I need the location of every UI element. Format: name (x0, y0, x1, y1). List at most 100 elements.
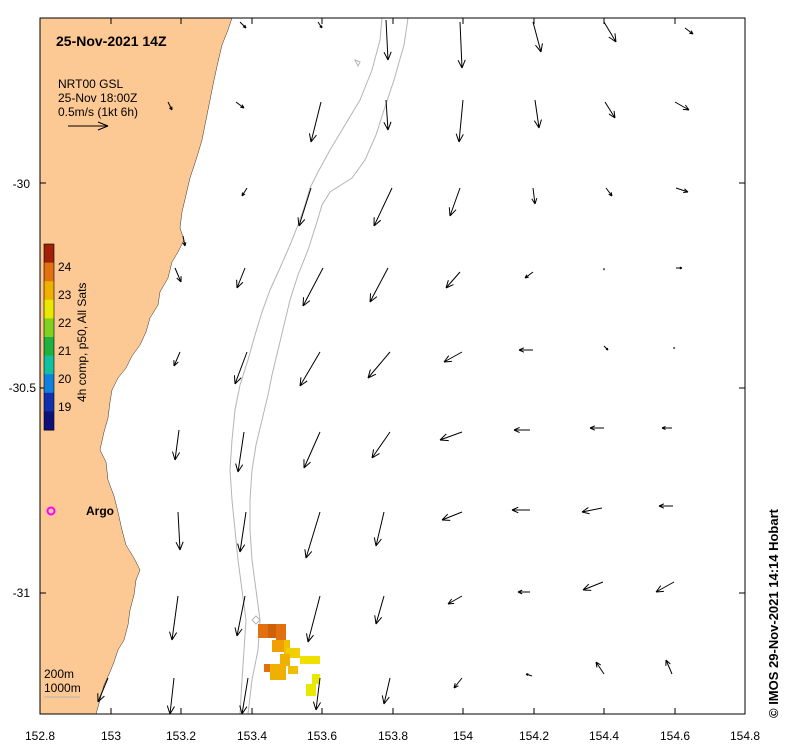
colorbar-segment (44, 374, 54, 394)
x-tick-label: 153.6 (307, 729, 337, 743)
land-coastline (40, 18, 233, 714)
colorbar-tick-label: 23 (58, 288, 72, 302)
x-axis: 152.8 153 153.2 153.4 153.6 153.8 154 15… (25, 729, 760, 743)
x-tick-label: 154 (453, 729, 473, 743)
current-arrow (658, 503, 673, 509)
current-arrow (169, 595, 179, 641)
colorbar-segment (44, 318, 54, 338)
current-arrow (589, 425, 604, 431)
x-tick-label: 154.4 (589, 729, 619, 743)
current-arrow (302, 267, 324, 307)
current-arrow (443, 351, 463, 363)
contour-fragment (353, 59, 361, 68)
colorbar-segment (44, 262, 54, 282)
velocity-legend: NRT00 GSL 25-Nov 18:00Z 0.5m/s (1kt 6h) (58, 77, 138, 131)
current-arrow (511, 506, 530, 514)
x-tick-label: 153 (101, 729, 121, 743)
current-arrow (445, 271, 461, 289)
current-arrow (373, 511, 385, 547)
current-arrow (518, 347, 533, 353)
current-arrow (603, 345, 609, 351)
current-arrow (306, 595, 321, 643)
colorbar-segment (44, 299, 54, 319)
current-arrow (674, 101, 690, 111)
current-arrow (174, 267, 182, 283)
current-arrow (582, 581, 604, 591)
colorbar-segment (44, 244, 54, 264)
current-arrow (369, 267, 389, 303)
current-arrow (439, 431, 463, 442)
x-tick-label: 154.6 (660, 729, 690, 743)
current-arrow (604, 101, 616, 119)
x-tick-label: 153.8 (378, 729, 408, 743)
current-arrow (381, 677, 391, 705)
colorbar-segment (44, 355, 54, 375)
current-arrow (525, 673, 533, 677)
contour-key: 200m 1000m (44, 667, 81, 698)
colorbar-segment (44, 411, 54, 431)
current-arrow (175, 511, 184, 551)
current-arrow (673, 347, 676, 349)
current-arrow (595, 661, 605, 675)
legend-arrow-head (97, 121, 109, 131)
colorbar-frame (43, 243, 55, 431)
legend-time-label: 25-Nov 18:00Z (58, 91, 137, 105)
contour-1000m (247, 18, 409, 714)
current-arrow (532, 21, 543, 53)
current-arrow (453, 677, 463, 689)
current-arrow (304, 511, 321, 559)
current-arrow (455, 99, 464, 143)
x-tick-label: 153.2 (166, 729, 196, 743)
current-arrow (234, 595, 246, 637)
current-arrow (603, 268, 605, 271)
current-arrow (447, 595, 463, 605)
colorbar-tick-label: 21 (58, 344, 72, 358)
colorbar-segment (44, 281, 54, 301)
contour-200m-label: 200m (44, 667, 74, 681)
current-arrow (675, 187, 689, 193)
colorbar-tick-label: 22 (58, 316, 72, 330)
current-arrow (371, 431, 391, 459)
sst-colorbar: 24 23 22 21 20 19 4h comp, p50, All Sats (43, 243, 89, 431)
current-arrow (655, 581, 675, 593)
sst-pixels (258, 624, 320, 696)
x-tick-label: 153.4 (237, 729, 267, 743)
y-tick-label: -30.5 (9, 381, 37, 395)
current-arrow (182, 235, 187, 247)
map-title: 25-Nov-2021 14Z (56, 33, 167, 49)
current-arrow (676, 266, 683, 270)
current-arrow (524, 271, 534, 279)
x-tick-label: 154.8 (730, 729, 760, 743)
colorbar-title: 4h comp, p50, All Sats (75, 283, 89, 402)
current-arrow (605, 187, 613, 197)
current-arrow (531, 187, 538, 205)
current-arrow (97, 677, 109, 703)
x-tick-label: 152.8 (25, 729, 55, 743)
current-arrow (517, 589, 530, 595)
current-arrow (317, 21, 323, 29)
contour-200m (229, 18, 383, 714)
current-arrow (448, 187, 461, 217)
legend-scale-label: 0.5m/s (1kt 6h) (58, 105, 138, 119)
current-arrow (173, 351, 181, 367)
colorbar-tick-label: 19 (58, 400, 72, 414)
current-arrow (241, 187, 248, 197)
current-arrow (373, 187, 393, 227)
current-arrow (661, 425, 672, 431)
argo-marker-icon (46, 506, 56, 516)
contour-islet (251, 615, 261, 625)
current-arrow (303, 431, 321, 469)
current-arrow (297, 187, 312, 227)
current-arrow (581, 507, 603, 515)
colorbar-segment (44, 392, 54, 412)
current-arrow (233, 351, 248, 385)
current-arrow (166, 677, 175, 714)
current-arrow (235, 431, 245, 473)
current-arrow (533, 99, 542, 129)
current-arrow (684, 27, 694, 35)
axis-ticks (39, 18, 746, 714)
current-arrow (299, 351, 321, 387)
current-arrow (239, 677, 249, 714)
current-arrow (236, 267, 246, 289)
